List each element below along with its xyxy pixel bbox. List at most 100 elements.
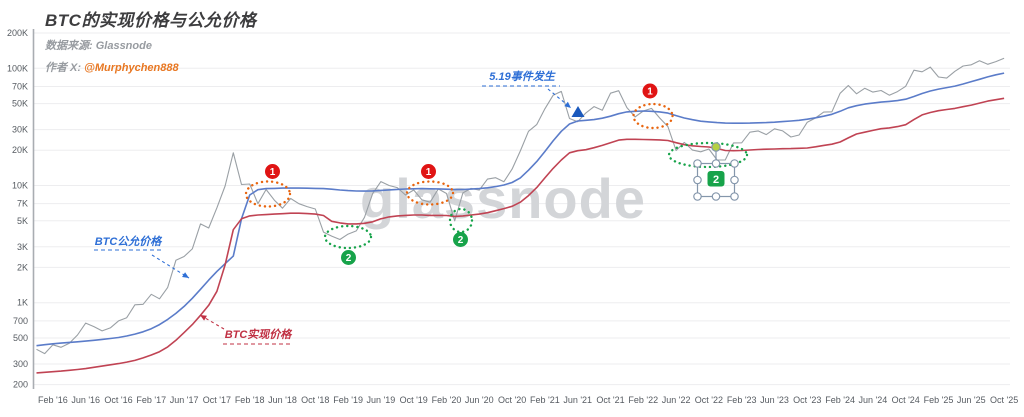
y-tick-label: 500	[13, 333, 28, 343]
annotation-ellipse-green	[323, 224, 373, 250]
selection-handle[interactable]	[711, 192, 721, 201]
y-tick-label: 200	[13, 380, 28, 390]
x-tick-label: Feb '25	[924, 395, 954, 405]
x-tick-label: Jun '24	[859, 395, 888, 405]
selection-handle[interactable]	[730, 175, 739, 185]
author-label: 作者 X: @Murphychen888	[45, 59, 256, 75]
y-tick-label: 1K	[17, 298, 28, 308]
x-tick-label: Feb '22	[628, 395, 658, 405]
annotation-ellipse-green	[667, 141, 749, 169]
x-tick-label: Oct '16	[104, 395, 132, 405]
dashed-line	[199, 314, 225, 330]
x-tick-label: Feb '17	[136, 395, 166, 405]
annotation-ellipse-orange	[405, 180, 455, 206]
x-tick-label: Jun '23	[760, 395, 789, 405]
selection-handle[interactable]	[693, 192, 702, 201]
x-tick-label: Feb '16	[38, 395, 68, 405]
y-tick-label: 100K	[7, 63, 28, 73]
x-tick-label: Oct '25	[990, 395, 1018, 405]
selected-badge-2[interactable]	[707, 171, 725, 187]
data-source-label: 数据来源: Glassnode	[45, 40, 152, 52]
y-tick-label: 200K	[7, 28, 28, 38]
page-title: BTC的实现价格与公允价格	[45, 11, 257, 30]
y-tick-label: 10K	[12, 181, 28, 191]
x-tick-label: Jun '21	[563, 395, 592, 405]
badge-number: 1	[647, 87, 653, 98]
x-tick-label: Oct '24	[892, 395, 920, 405]
y-tick-label: 20K	[12, 145, 28, 155]
badge-number: 2	[713, 174, 719, 186]
btc-price-line	[36, 57, 1005, 355]
arrowhead-icon	[564, 101, 571, 108]
btc-fair-price-line	[36, 72, 1005, 347]
x-tick-label: Oct '17	[203, 395, 231, 405]
x-tick-label: Oct '20	[498, 395, 526, 405]
fair-price-label: BTC公允价格	[95, 235, 164, 248]
selection-handle[interactable]	[693, 175, 702, 185]
event-label: 5.19事件发生	[489, 70, 555, 83]
y-tick-label: 700	[13, 316, 28, 326]
annotation-badge-2	[341, 250, 356, 265]
y-tick-label: 70K	[12, 81, 28, 91]
x-tick-label: Jun '18	[268, 395, 297, 405]
rotation-handle[interactable]	[711, 142, 721, 152]
x-tick-label: Jun '19	[367, 395, 396, 405]
annotation-badge-1	[421, 164, 436, 179]
annotations: 1 1 1 2 2 5.19事件发生 BTC公允价格 BTC实现价格	[94, 70, 749, 345]
grid-lines	[33, 32, 1010, 386]
selection-box-group: 2	[693, 142, 739, 201]
x-tick-label: Jun '16	[71, 395, 100, 405]
badge-number: 1	[270, 167, 276, 178]
dashed-line	[151, 254, 190, 279]
author-prefix: 作者 X:	[45, 62, 85, 74]
selection-handle[interactable]	[711, 159, 721, 168]
y-tick-label: 2K	[17, 262, 28, 272]
btc-realized-price-line	[36, 97, 1005, 374]
y-tick-label: 50K	[12, 99, 28, 109]
badge-number: 2	[458, 235, 464, 246]
x-tick-label: Oct '21	[596, 395, 624, 405]
x-tick-label: Oct '18	[301, 395, 329, 405]
x-tick-label: Jun '20	[465, 395, 494, 405]
x-tick-label: Feb '20	[432, 395, 462, 405]
author-handle[interactable]: @Murphychen888	[84, 62, 179, 74]
selection-handle[interactable]	[730, 192, 739, 201]
x-tick-label: Feb '23	[727, 395, 757, 405]
event-marker-triangle-icon	[571, 106, 585, 117]
badge-number: 1	[426, 167, 432, 178]
x-tick-label: Feb '19	[333, 395, 363, 405]
arrowhead-icon	[200, 315, 207, 321]
x-tick-label: Oct '22	[695, 395, 723, 405]
x-tick-label: Jun '17	[170, 395, 199, 405]
selection-handle[interactable]	[730, 159, 739, 168]
annotation-ellipse-orange	[632, 102, 674, 130]
x-tick-label: Oct '19	[400, 395, 428, 405]
y-tick-label: 30K	[12, 125, 28, 135]
y-tick-label: 300	[13, 359, 28, 369]
series-lines	[36, 57, 1005, 374]
x-tick-label: Jun '22	[662, 395, 691, 405]
glassnode-watermark: glassnode	[360, 167, 646, 230]
arrowhead-icon	[182, 272, 189, 278]
annotation-badge-2	[453, 232, 468, 247]
badge-number: 2	[346, 253, 352, 264]
y-tick-label: 5K	[17, 216, 28, 226]
y-tick-label: 7K	[17, 199, 28, 209]
x-tick-label: Feb '24	[825, 395, 855, 405]
selection-handle[interactable]	[693, 159, 702, 168]
x-tick-label: Jun '25	[957, 395, 986, 405]
annotation-badge-1	[265, 164, 280, 179]
x-tick-label: Feb '18	[235, 395, 265, 405]
annotation-ellipse-orange	[244, 180, 292, 208]
x-axis-labels: Feb '16 Jun '16 Oct '16 Feb '17 Jun '17 Oct '…	[38, 395, 1018, 405]
realized-price-label: BTC实现价格	[225, 328, 294, 341]
x-tick-label: Feb '21	[530, 395, 560, 405]
x-tick-label: Oct '23	[793, 395, 821, 405]
chart-header: BTC的实现价格与公允价格 数据来源: Glassnode 作者 X: @Mur…	[45, 6, 256, 75]
y-axis-labels: 200K 100K 70K 50K 30K 20K 10K 7K 5K 3K 2K 1K 700 500 3…	[7, 28, 28, 390]
annotation-badge-1	[642, 83, 658, 99]
y-tick-label: 3K	[17, 242, 28, 252]
annotation-ellipse-green	[448, 207, 474, 234]
